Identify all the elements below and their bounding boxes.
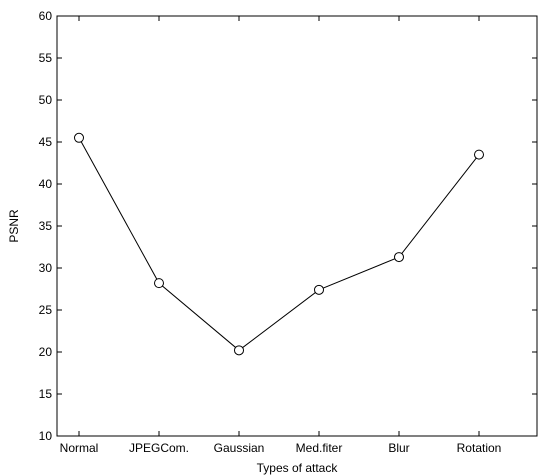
plot-area <box>56 15 538 437</box>
y-tick-label: 15 <box>39 387 53 401</box>
y-tick-label: 30 <box>39 261 53 275</box>
y-tick-label: 45 <box>39 135 53 149</box>
data-point-marker <box>474 149 484 160</box>
y-tick-label: 55 <box>39 51 53 65</box>
x-tick-label: Normal <box>60 441 99 455</box>
y-tick-label: 25 <box>39 303 53 317</box>
y-axis-label: PSNR <box>7 209 21 243</box>
x-tick-label: Gaussian <box>214 441 265 455</box>
x-tick-label: JPEGCom. <box>129 441 189 455</box>
data-point-marker <box>314 284 324 295</box>
data-point-marker <box>234 345 244 356</box>
x-axis-label: Types of attack <box>257 461 339 475</box>
y-axis-ticks: 10 15 20 25 30 35 40 45 50 55 60 <box>39 9 537 443</box>
y-tick-label: 20 <box>39 345 53 359</box>
x-tick-label: Rotation <box>457 441 502 455</box>
series-group <box>74 132 484 356</box>
data-point-marker <box>154 278 164 289</box>
y-tick-label: 50 <box>39 93 53 107</box>
y-tick-label: 60 <box>39 9 53 23</box>
x-tick-label: Blur <box>388 441 409 455</box>
series-line <box>78 137 480 351</box>
data-point-marker <box>74 132 84 143</box>
data-point-marker <box>394 252 404 263</box>
x-axis-ticks: Normal JPEGCom. Gaussian Med.fiter Blur Rotat… <box>60 16 502 455</box>
y-tick-label: 40 <box>39 177 53 191</box>
y-tick-label: 35 <box>39 219 53 233</box>
x-tick-label: Med.fiter <box>296 441 343 455</box>
y-tick-label: 10 <box>39 429 53 443</box>
